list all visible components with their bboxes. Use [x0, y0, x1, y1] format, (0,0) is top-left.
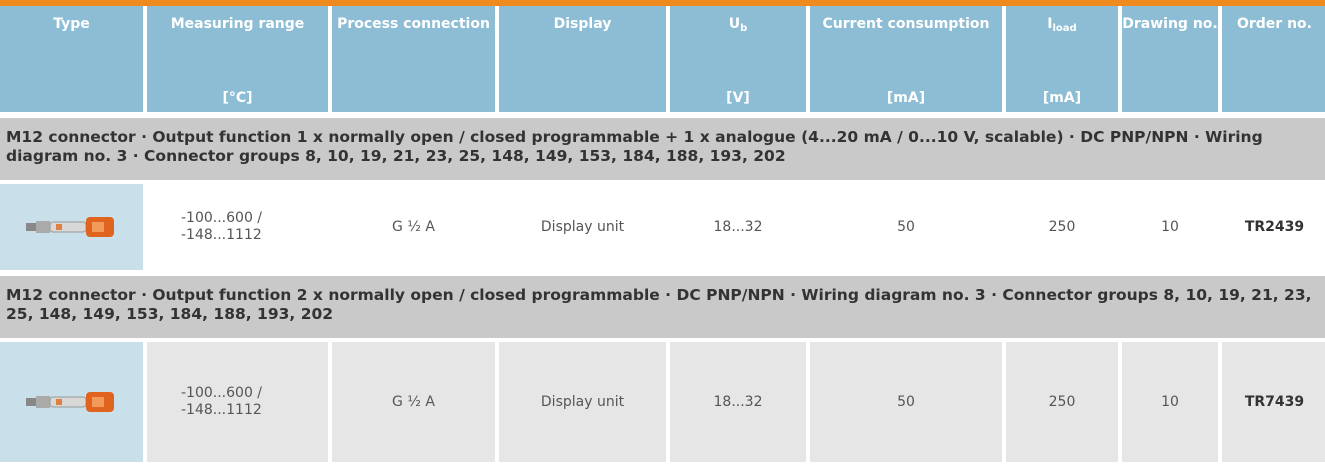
header-text: Measuring range	[170, 16, 305, 32]
cell-text: 10	[1161, 393, 1179, 410]
cell-text: 10	[1161, 218, 1179, 235]
header-label: Ub	[670, 16, 806, 37]
header-text: Drawing no.	[1122, 16, 1218, 32]
cell-display: Display unit	[499, 342, 666, 462]
header-cell: Type	[0, 6, 143, 112]
header-label: Order no.	[1222, 16, 1325, 33]
cell-connection: G ½ A	[332, 184, 495, 270]
header-text: Current consumption	[822, 16, 990, 32]
cell-text: -100...600 / -148...1112	[181, 385, 263, 418]
cell-text: G ½ A	[392, 393, 435, 410]
cell-order: TR7439	[1222, 342, 1325, 462]
cell-current: 50	[810, 342, 1002, 462]
header-cell: Display	[499, 6, 666, 112]
cell-range: -100...600 / -148...1112	[147, 342, 328, 462]
table-header: Type Measuring range [°C] Process connectio…	[0, 6, 1325, 112]
header-label: Display	[499, 16, 666, 33]
cell-current: 50	[810, 184, 1002, 270]
top-bar	[0, 0, 1325, 6]
sensor-icon	[25, 217, 114, 237]
cell-text: TR7439	[1244, 393, 1305, 410]
cell-drawing: 10	[1122, 184, 1218, 270]
cell-iload: 250	[1006, 184, 1118, 270]
cell-text: 18...32	[713, 218, 763, 235]
cell-text: 50	[897, 218, 915, 235]
cell-text: Display unit	[540, 218, 625, 235]
cell-display: Display unit	[499, 184, 666, 270]
header-unit: [°C]	[222, 90, 253, 106]
header-label: Iload	[1006, 16, 1118, 37]
header-cell: Order no.	[1222, 6, 1325, 112]
sensor-icon	[25, 392, 114, 412]
cell-text: Display unit	[540, 393, 625, 410]
header-text: Order no.	[1236, 16, 1312, 32]
header-unit: [V]	[726, 90, 750, 106]
header-cell: Process connection	[332, 6, 495, 112]
cell-text: G ½ A	[392, 218, 435, 235]
product-image	[0, 342, 143, 462]
cell-text: 50	[897, 393, 915, 410]
cell-text: -100...600 / -148...1112	[181, 210, 263, 243]
header-unit: [mA]	[1042, 90, 1082, 106]
header-label: Current consumption	[810, 16, 1002, 33]
cell-text: TR2439	[1244, 218, 1305, 235]
header-text: Display	[553, 16, 612, 32]
data-row: -100...600 / -148...1112 G ½ A Display uni…	[0, 342, 1325, 462]
cell-connection: G ½ A	[332, 342, 495, 462]
cell-order: TR2439	[1222, 184, 1325, 270]
data-row: -100...600 / -148...1112 G ½ A Display uni…	[0, 184, 1325, 270]
header-label: Type	[0, 16, 143, 33]
cell-text: 250	[1048, 218, 1076, 235]
cell-ub: 18...32	[670, 342, 806, 462]
header-subscript: load	[1052, 23, 1077, 34]
header-subscript: b	[740, 23, 748, 34]
section-title: M12 connector · Output function 1 x norm…	[0, 118, 1325, 180]
header-cell: Drawing no.	[1122, 6, 1218, 112]
cell-iload: 250	[1006, 342, 1118, 462]
section-title: M12 connector · Output function 2 x norm…	[0, 276, 1325, 338]
header-cell: Iload [mA]	[1006, 6, 1118, 112]
header-cell: Ub [V]	[670, 6, 806, 112]
header-text: Process connection	[337, 16, 490, 32]
cell-text: 18...32	[713, 393, 763, 410]
product-image	[0, 184, 143, 270]
header-label: Measuring range	[147, 16, 328, 33]
cell-text: 250	[1048, 393, 1076, 410]
header-cell: Current consumption [mA]	[810, 6, 1002, 112]
header-text: U	[728, 16, 741, 32]
header-unit: [mA]	[886, 90, 926, 106]
header-text: I	[1047, 16, 1053, 32]
table-body: M12 connector · Output function 1 x norm…	[0, 118, 1325, 462]
header-cell: Measuring range [°C]	[147, 6, 328, 112]
header-label: Drawing no.	[1122, 16, 1218, 33]
header-label: Process connection	[332, 16, 495, 33]
header-text: Type	[53, 16, 90, 32]
cell-range: -100...600 / -148...1112	[147, 184, 328, 270]
cell-ub: 18...32	[670, 184, 806, 270]
cell-drawing: 10	[1122, 342, 1218, 462]
